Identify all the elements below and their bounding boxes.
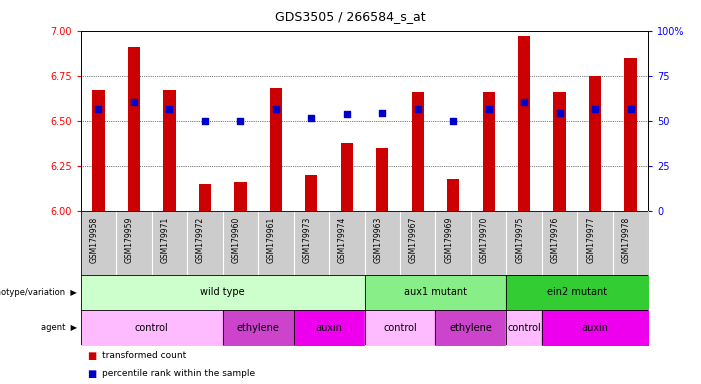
Text: GSM179961: GSM179961 — [267, 216, 275, 263]
Text: GSM179977: GSM179977 — [586, 216, 595, 263]
Text: control: control — [135, 323, 168, 333]
Bar — [411, 92, 424, 211]
Point — [376, 110, 388, 116]
Point — [448, 118, 459, 124]
Bar — [128, 47, 140, 211]
Point — [93, 106, 104, 112]
Text: GSM179975: GSM179975 — [515, 216, 524, 263]
Point — [306, 115, 317, 121]
Text: ethylene: ethylene — [449, 323, 492, 333]
Text: ■: ■ — [88, 351, 97, 361]
Text: transformed count: transformed count — [102, 351, 186, 360]
Text: GSM179973: GSM179973 — [302, 216, 311, 263]
Bar — [163, 90, 175, 211]
Bar — [234, 182, 247, 211]
Text: ethylene: ethylene — [237, 323, 280, 333]
Point — [235, 118, 246, 124]
Text: GSM179978: GSM179978 — [622, 216, 631, 263]
Text: GSM179974: GSM179974 — [338, 216, 347, 263]
Text: GSM179960: GSM179960 — [231, 216, 240, 263]
Bar — [554, 92, 566, 211]
Text: control: control — [383, 323, 417, 333]
Bar — [518, 36, 531, 211]
Text: GSM179972: GSM179972 — [196, 216, 205, 263]
Text: auxin: auxin — [315, 323, 343, 333]
Text: GSM179976: GSM179976 — [551, 216, 559, 263]
Text: GSM179969: GSM179969 — [444, 216, 454, 263]
Text: auxin: auxin — [582, 323, 608, 333]
Bar — [482, 92, 495, 211]
Point — [164, 106, 175, 112]
Text: aux1 mutant: aux1 mutant — [404, 287, 467, 297]
Point — [625, 106, 637, 112]
Point — [199, 118, 210, 124]
Point — [483, 106, 494, 112]
Text: wild type: wild type — [200, 287, 245, 297]
Point — [341, 111, 353, 117]
Bar — [589, 76, 601, 211]
Bar — [447, 179, 459, 211]
Text: genotype/variation  ▶: genotype/variation ▶ — [0, 288, 77, 297]
Bar — [305, 175, 318, 211]
Text: ein2 mutant: ein2 mutant — [547, 287, 608, 297]
Text: percentile rank within the sample: percentile rank within the sample — [102, 369, 254, 378]
Bar — [625, 58, 637, 211]
Point — [519, 99, 530, 105]
Bar — [198, 184, 211, 211]
Point — [128, 99, 139, 105]
Text: GSM179963: GSM179963 — [373, 216, 382, 263]
Text: GSM179959: GSM179959 — [125, 216, 134, 263]
Text: agent  ▶: agent ▶ — [41, 323, 77, 332]
Text: GSM179967: GSM179967 — [409, 216, 418, 263]
Bar — [376, 148, 388, 211]
Text: control: control — [508, 323, 541, 333]
Text: ■: ■ — [88, 369, 97, 379]
Text: GSM179970: GSM179970 — [479, 216, 489, 263]
Point — [412, 106, 423, 112]
Bar — [92, 90, 104, 211]
Point — [590, 106, 601, 112]
Bar — [270, 88, 282, 211]
Text: GDS3505 / 266584_s_at: GDS3505 / 266584_s_at — [275, 10, 426, 23]
Text: GSM179971: GSM179971 — [161, 216, 170, 263]
Bar — [341, 142, 353, 211]
Point — [270, 106, 281, 112]
Point — [554, 110, 565, 116]
Text: GSM179958: GSM179958 — [89, 216, 98, 263]
